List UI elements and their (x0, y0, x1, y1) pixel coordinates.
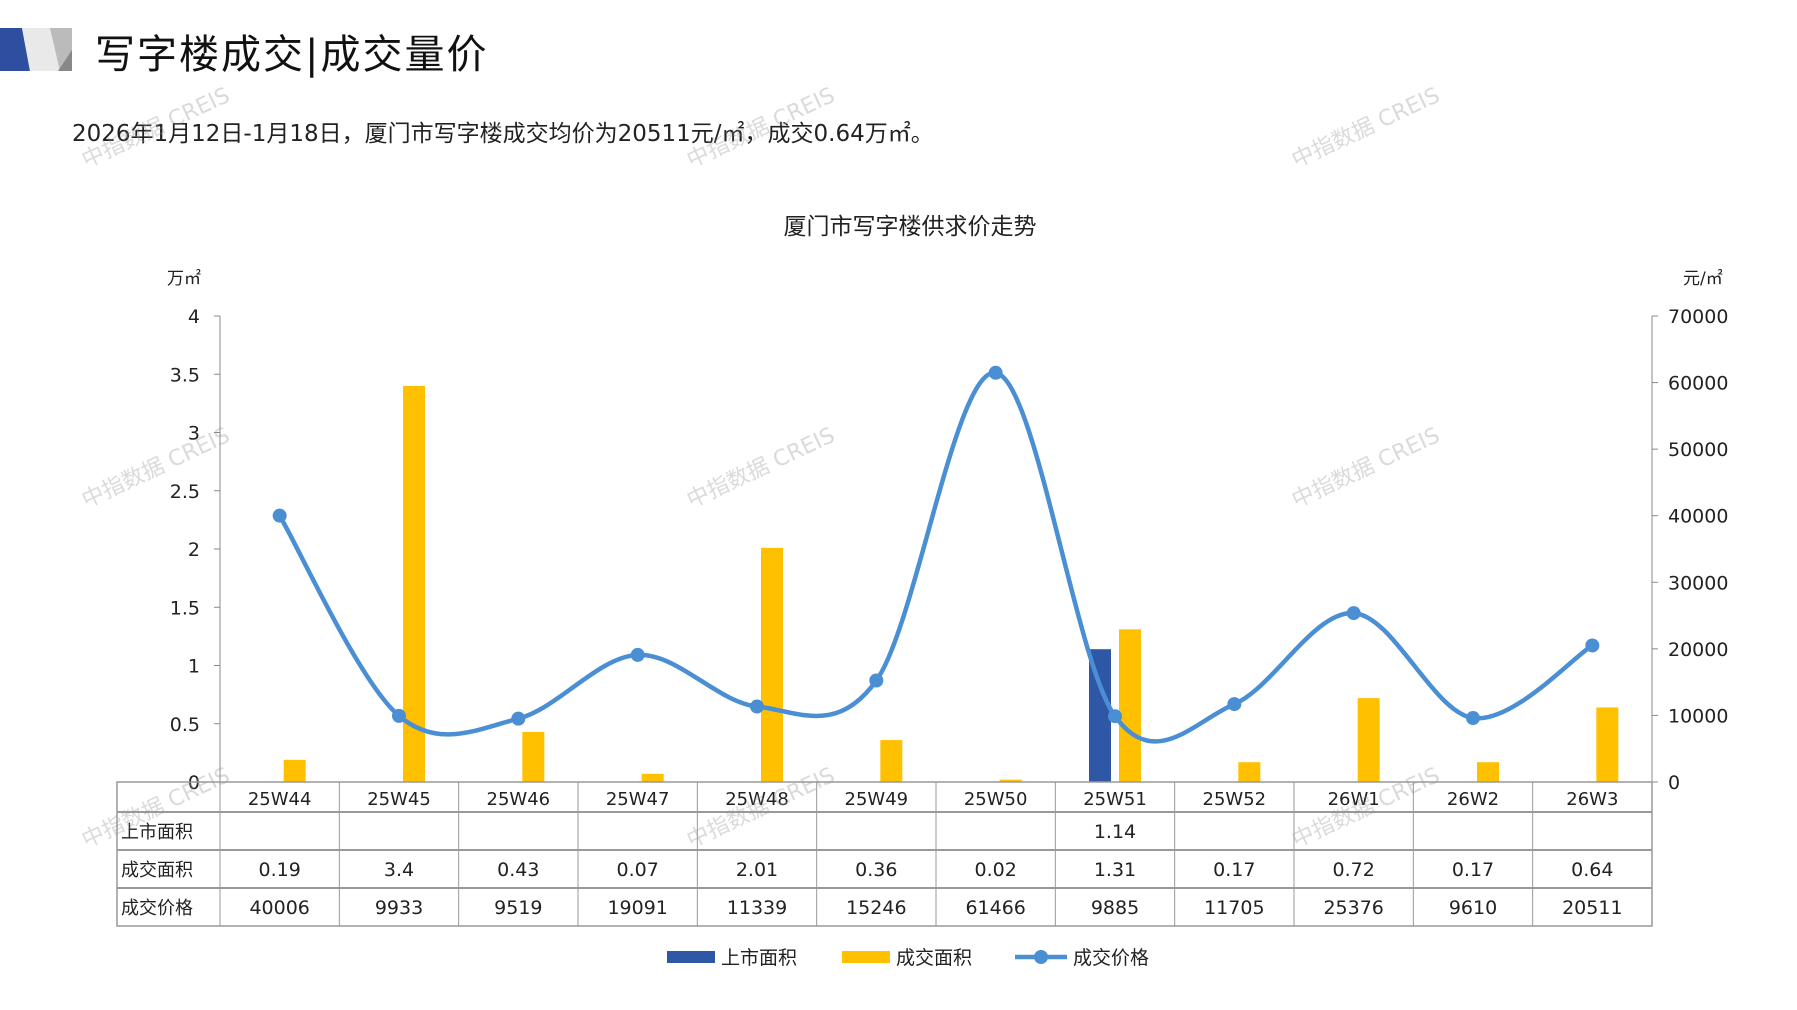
y-tick-label-right: 20000 (1668, 639, 1728, 661)
y-tick-label-right: 50000 (1668, 439, 1728, 461)
bar-deal-area-25W48 (761, 547, 783, 782)
point-price-25W44 (272, 508, 287, 523)
table-cell: 9885 (1091, 897, 1139, 919)
point-price-25W52 (1227, 697, 1242, 712)
table-cell: 0.43 (497, 859, 539, 881)
legend-swatch-deal-area (842, 951, 890, 963)
table-row-header: 上市面积 (121, 822, 193, 843)
table-cell: 0.17 (1213, 859, 1255, 881)
legend-label-supply: 上市面积 (721, 947, 797, 969)
table-cell: 61466 (965, 897, 1025, 919)
y-tick-label-right: 60000 (1668, 373, 1728, 395)
bar-supply-25W51 (1089, 649, 1111, 782)
point-price-25W47 (630, 647, 645, 662)
table-row-header: 成交面积 (121, 860, 193, 881)
table-cell: 0.72 (1333, 859, 1375, 881)
table-cell: 9519 (494, 897, 542, 919)
x-tick-label: 25W48 (725, 789, 789, 810)
y-tick-label-left: 2.5 (170, 481, 200, 503)
table-cell: 25376 (1323, 897, 1383, 919)
table-cell: 0.17 (1452, 859, 1494, 881)
y-tick-label-left: 0 (188, 772, 200, 794)
bar-deal-area-25W45 (403, 385, 425, 782)
x-tick-label: 26W3 (1566, 789, 1618, 810)
x-tick-label: 25W49 (845, 789, 909, 810)
y-axis-left-unit: 万㎡ (167, 269, 201, 289)
legend-marker-price (1034, 950, 1048, 964)
x-tick-label: 26W1 (1328, 789, 1380, 810)
chart-title: 厦门市写字楼供求价走势 (784, 214, 1037, 240)
bar-deal-area-25W47 (641, 773, 664, 782)
x-tick-label: 25W51 (1083, 789, 1147, 810)
bar-deal-area-25W44 (283, 759, 306, 782)
table-cell: 0.64 (1571, 859, 1613, 881)
point-price-26W3 (1585, 638, 1600, 653)
y-tick-label-right: 0 (1668, 772, 1680, 794)
x-tick-label: 25W46 (487, 789, 551, 810)
y-tick-label-left: 2 (188, 539, 200, 561)
y-tick-label-left: 0.5 (170, 714, 200, 736)
table-cell: 11339 (727, 897, 787, 919)
point-price-25W48 (750, 699, 764, 714)
point-price-25W49 (869, 673, 884, 688)
x-tick-label: 25W47 (606, 789, 670, 810)
bar-deal-area-26W1 (1357, 698, 1380, 782)
point-price-26W1 (1346, 606, 1361, 621)
line-price (277, 370, 1594, 744)
x-tick-label: 25W50 (964, 789, 1028, 810)
table-cell: 1.31 (1094, 859, 1136, 881)
legend-label-price: 成交价格 (1073, 947, 1149, 969)
table-cell: 11705 (1204, 897, 1264, 919)
y-tick-label-right: 70000 (1668, 306, 1728, 328)
point-price-25W50 (988, 365, 1003, 380)
table-cell: 0.19 (259, 859, 301, 881)
table-cell: 3.4 (384, 859, 414, 881)
legend-swatch-supply (667, 951, 715, 963)
y-tick-label-left: 1.5 (170, 597, 200, 619)
table-cell: 0.07 (617, 859, 659, 881)
y-tick-label-left: 4 (188, 306, 200, 328)
y-tick-label-right: 30000 (1668, 572, 1728, 594)
bar-deal-area-26W3 (1596, 707, 1619, 782)
x-tick-label: 25W45 (367, 789, 431, 810)
point-price-25W46 (511, 711, 526, 726)
point-price-26W2 (1466, 711, 1480, 726)
bar-deal-area-25W49 (880, 740, 903, 782)
table-cell: 19091 (607, 897, 667, 919)
y-tick-label-right: 40000 (1668, 506, 1728, 528)
legend-label-deal-area: 成交面积 (896, 947, 972, 969)
section-logo (0, 28, 72, 71)
table-cell: 20511 (1562, 897, 1622, 919)
x-tick-label: 26W2 (1447, 789, 1499, 810)
table-cell: 0.02 (975, 859, 1017, 881)
page-title: 写字楼成交|成交量价 (95, 32, 489, 78)
bar-deal-area-25W52 (1238, 762, 1261, 782)
bar-deal-area-25W50 (999, 779, 1022, 782)
table-row-header: 成交价格 (121, 898, 193, 919)
table-cell: 1.14 (1094, 821, 1136, 843)
y-tick-label-right: 10000 (1668, 705, 1728, 727)
y-tick-label-left: 3.5 (170, 364, 200, 386)
table-cell: 0.36 (855, 859, 897, 881)
y-tick-label-left: 1 (188, 656, 200, 678)
table-cell: 40006 (249, 897, 309, 919)
point-price-25W45 (392, 708, 406, 723)
y-tick-label-left: 3 (188, 423, 200, 445)
page-subtitle: 2026年1月12日-1月18日，厦门市写字楼成交均价为20511元/㎡，成交0… (72, 121, 934, 147)
x-tick-label: 25W44 (248, 789, 312, 810)
bar-deal-area-25W46 (522, 731, 545, 782)
y-axis-right-unit: 元/㎡ (1683, 269, 1723, 289)
bar-deal-area-25W51 (1119, 629, 1141, 782)
table-cell: 9933 (375, 897, 423, 919)
x-tick-label: 25W52 (1203, 789, 1267, 810)
table-cell: 15246 (846, 897, 906, 919)
table-cell: 9610 (1449, 897, 1497, 919)
bar-deal-area-26W2 (1477, 762, 1499, 782)
point-price-25W51 (1108, 709, 1122, 724)
table-cell: 2.01 (736, 859, 778, 881)
